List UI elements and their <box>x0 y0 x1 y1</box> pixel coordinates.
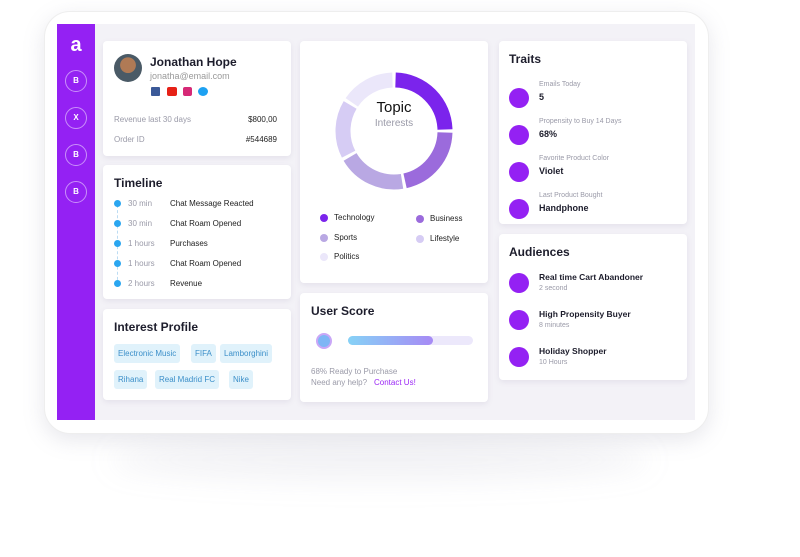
tag[interactable]: Lamborghini <box>220 344 273 363</box>
center-title: Topic <box>376 99 412 116</box>
facebook-icon[interactable] <box>151 87 160 96</box>
trait-icon <box>509 88 529 108</box>
event: Revenue <box>170 279 203 288</box>
contact-link[interactable]: Contact Us! <box>374 378 416 387</box>
legend-label: Politics <box>334 252 360 261</box>
title: Traits <box>509 52 542 66</box>
donut-segment <box>343 152 404 190</box>
trait-icon <box>509 199 529 219</box>
nav-button[interactable]: X <box>65 107 87 129</box>
tag[interactable]: Nike <box>229 370 254 389</box>
center-subtitle: Interests <box>374 118 414 129</box>
event: Chat Message Reacted <box>170 199 254 208</box>
audience-icon <box>509 273 529 293</box>
dot <box>114 200 121 207</box>
legend-label: Business <box>430 214 463 223</box>
interest-card: Interest Profile Electronic Music FIFA Lamb… <box>103 309 291 400</box>
audience-name: Real time Cart Abandoner <box>539 272 644 282</box>
row-label: Order ID <box>114 135 145 144</box>
donut-chart <box>335 72 453 190</box>
topics-card: Topic Interests Technology Business Sports Li… <box>300 41 488 283</box>
nav-button[interactable]: B <box>65 70 87 92</box>
event: Chat Roam Opened <box>170 259 242 268</box>
progress-fill <box>348 336 433 345</box>
audience-icon <box>509 347 529 367</box>
user-score-card: User Score 68% Ready to Purchase Need any … <box>300 293 488 402</box>
medal <box>316 333 332 349</box>
dot <box>114 220 121 227</box>
score-label: 68% Ready to Purchase <box>311 367 398 376</box>
audiences-card: Audiences Real time Cart Abandoner 2 secon… <box>499 234 687 380</box>
nav-button[interactable]: B <box>65 144 87 166</box>
audience-icon <box>509 310 529 330</box>
tag[interactable]: Real Madrid FC <box>155 370 220 389</box>
tag[interactable]: Electronic Music <box>114 344 181 363</box>
youtube-icon[interactable] <box>167 87 177 96</box>
trait-label: Last Product Bought <box>539 192 603 199</box>
time: 30 min <box>128 219 153 228</box>
title: Audiences <box>509 245 570 259</box>
trait-value: 68% <box>539 129 558 139</box>
timeline-card: Timeline 30 min Chat Message Reacted 30 min… <box>103 165 291 299</box>
donut-segment <box>335 101 357 158</box>
legend-dot <box>416 235 424 243</box>
tag[interactable]: FIFA <box>191 344 216 363</box>
donut-segment <box>394 72 453 131</box>
name: Jonathan Hope <box>150 55 237 69</box>
trait-label: Emails Today <box>539 81 581 88</box>
instagram-icon[interactable] <box>183 87 192 96</box>
nav-button[interactable]: B <box>65 181 87 203</box>
legend-dot <box>320 234 328 242</box>
legend-label: Technology <box>334 213 375 222</box>
traits-card: Traits Emails Today 5 Propensity to Buy 14 … <box>499 41 687 224</box>
legend-dot <box>320 253 328 261</box>
audience-sub: 10 Hours <box>539 359 568 366</box>
row-value: #544689 <box>245 135 277 144</box>
dot <box>114 280 121 287</box>
time: 1 hours <box>128 239 155 248</box>
trait-value: 5 <box>539 92 545 102</box>
title: Timeline <box>114 176 163 190</box>
trait-value: Violet <box>539 166 564 176</box>
trait-icon <box>509 125 529 145</box>
profile-card: Jonathan Hope jonatha@email.com Revenue la… <box>103 41 291 156</box>
title: Interest Profile <box>114 320 199 334</box>
twitter-icon[interactable] <box>198 87 208 96</box>
time: 1 hours <box>128 259 155 268</box>
help-text: Need any help? <box>311 378 368 387</box>
legend-dot <box>320 214 328 222</box>
logo: a <box>70 34 82 56</box>
audience-sub: 2 second <box>539 285 568 292</box>
trait-label: Favorite Product Color <box>539 155 610 162</box>
donut-segment <box>345 72 394 107</box>
audience-name: High Propensity Buyer <box>539 309 631 319</box>
time: 30 min <box>128 199 153 208</box>
avatar <box>114 54 142 82</box>
row-value: $800,00 <box>248 115 277 124</box>
trait-label: Propensity to Buy 14 Days <box>539 118 622 125</box>
dot <box>114 240 121 247</box>
legend-dot <box>416 215 424 223</box>
device-shadow <box>110 440 650 480</box>
time: 2 hours <box>128 279 155 288</box>
event: Chat Roam Opened <box>170 219 242 228</box>
audience-sub: 8 minutes <box>539 322 570 329</box>
legend-label: Lifestyle <box>430 234 460 243</box>
event: Purchases <box>170 239 208 248</box>
tag[interactable]: Rihana <box>114 370 148 389</box>
email: jonatha@email.com <box>150 71 230 81</box>
title: User Score <box>311 304 375 318</box>
legend-label: Sports <box>334 233 358 242</box>
audience-name: Holiday Shopper <box>539 346 607 356</box>
dot <box>114 260 121 267</box>
trait-icon <box>509 162 529 182</box>
trait-value: Handphone <box>539 203 589 213</box>
row-label: Revenue last 30 days <box>114 115 191 124</box>
donut-segment <box>403 131 453 189</box>
